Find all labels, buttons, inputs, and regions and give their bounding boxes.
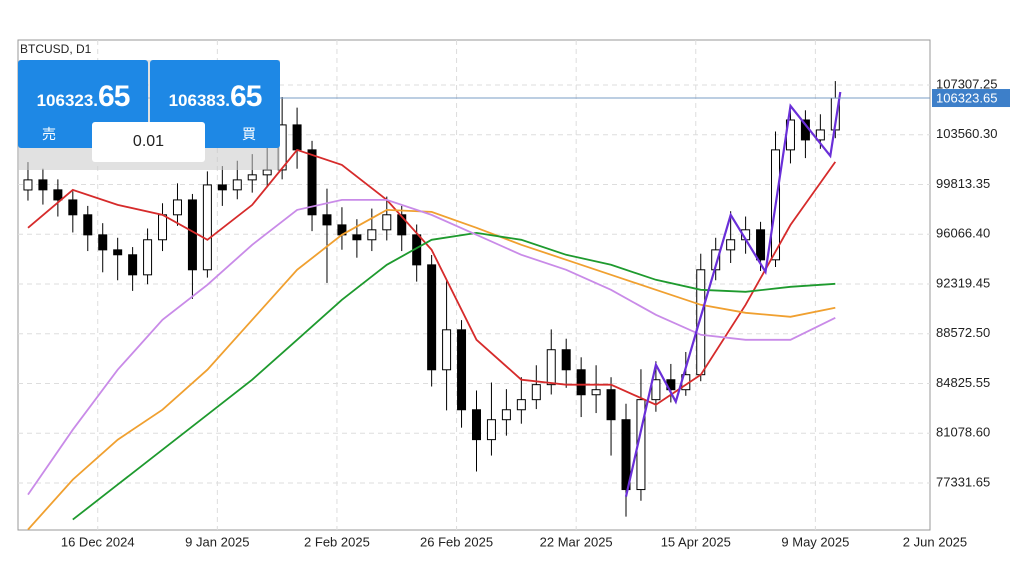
candle-body	[53, 189, 63, 201]
x-tick-label: 2 Feb 2025	[304, 534, 370, 549]
candle-body	[457, 329, 467, 411]
current-price-label: 106323.65	[936, 90, 997, 105]
candle-body	[442, 329, 452, 371]
candle-body	[591, 389, 601, 396]
x-tick-label: 16 Dec 2024	[61, 534, 135, 549]
plot	[18, 81, 930, 530]
sell-price: 106323.	[36, 91, 99, 110]
x-tick-label: 15 Apr 2025	[661, 534, 731, 549]
candle-body	[367, 229, 377, 241]
candle-body	[187, 199, 197, 271]
candle-body	[471, 409, 481, 441]
candle-body	[38, 179, 48, 191]
buy-price: 106383.	[168, 91, 231, 110]
candle-body	[606, 389, 616, 421]
candle-body	[621, 419, 631, 491]
candle-body	[83, 214, 93, 236]
y-tick-label: 84825.55	[936, 375, 990, 390]
candle-body	[172, 199, 182, 216]
sell-price-big: 65	[98, 80, 130, 113]
indicator-line	[27, 198, 836, 496]
y-tick-label: 81078.60	[936, 425, 990, 440]
buy-label: 買	[242, 126, 256, 142]
candle-body	[23, 179, 33, 191]
candle-body	[546, 349, 556, 386]
y-tick-label: 77331.65	[936, 474, 990, 489]
candle-body	[531, 384, 541, 401]
candle-body	[158, 214, 168, 241]
sell-button[interactable]: 106323.65 売	[18, 60, 148, 148]
candle-body	[696, 269, 706, 376]
axes: 107307.25 103560.30 99813.35 96066.40 92319.…	[61, 76, 1010, 549]
indicator-line	[27, 208, 836, 530]
candle-body	[292, 124, 302, 151]
buy-price-big: 65	[230, 80, 262, 113]
x-tick-label: 2 Jun 2025	[903, 534, 967, 549]
candle-body	[651, 379, 661, 401]
candle-body	[98, 234, 108, 251]
candle-body	[397, 214, 407, 236]
candle-body	[113, 249, 123, 256]
buy-button[interactable]: 106383.65 買	[150, 60, 280, 148]
current-price-tag	[932, 89, 1010, 108]
y-tick-label: 99813.35	[936, 176, 990, 191]
indicator-line	[27, 148, 837, 406]
candle-body	[427, 264, 437, 371]
candle-body	[352, 234, 362, 241]
y-tick-label: 96066.40	[936, 226, 990, 241]
candle-body	[247, 174, 257, 181]
candle-body	[217, 184, 227, 191]
candle-body	[516, 399, 526, 411]
volume-input[interactable]: 0.01	[92, 122, 205, 162]
candle-body	[143, 239, 153, 276]
plot-frame	[17, 39, 931, 531]
x-tick-label: 9 May 2025	[781, 534, 849, 549]
candle-body	[202, 184, 212, 271]
candle-body	[726, 239, 736, 251]
candle-body	[576, 369, 586, 396]
y-tick-label: 92319.45	[936, 275, 990, 290]
candle-body	[322, 214, 332, 226]
x-tick-label: 26 Feb 2025	[420, 534, 493, 549]
x-tick-label: 22 Mar 2025	[540, 534, 613, 549]
candle-body	[815, 129, 825, 141]
candle-body	[307, 149, 317, 216]
indicator-line	[72, 231, 836, 521]
candle-body	[756, 229, 766, 261]
candle-body	[382, 214, 392, 231]
candle-body	[486, 419, 496, 441]
chart-title: BTCUSD, D1	[20, 42, 92, 56]
y-tick-label: 103560.30	[936, 126, 997, 141]
x-tick-label: 9 Jan 2025	[185, 534, 249, 549]
candle-body	[68, 199, 78, 216]
candle-body	[128, 254, 138, 276]
candle-body	[501, 409, 511, 421]
sell-label: 売	[42, 126, 56, 142]
indicator-line	[624, 91, 842, 497]
candle-body	[561, 349, 571, 371]
y-tick-label: 107307.25	[936, 76, 997, 91]
y-tick-label: 88572.50	[936, 325, 990, 340]
candle-body	[262, 169, 272, 176]
candle-body	[232, 179, 242, 191]
